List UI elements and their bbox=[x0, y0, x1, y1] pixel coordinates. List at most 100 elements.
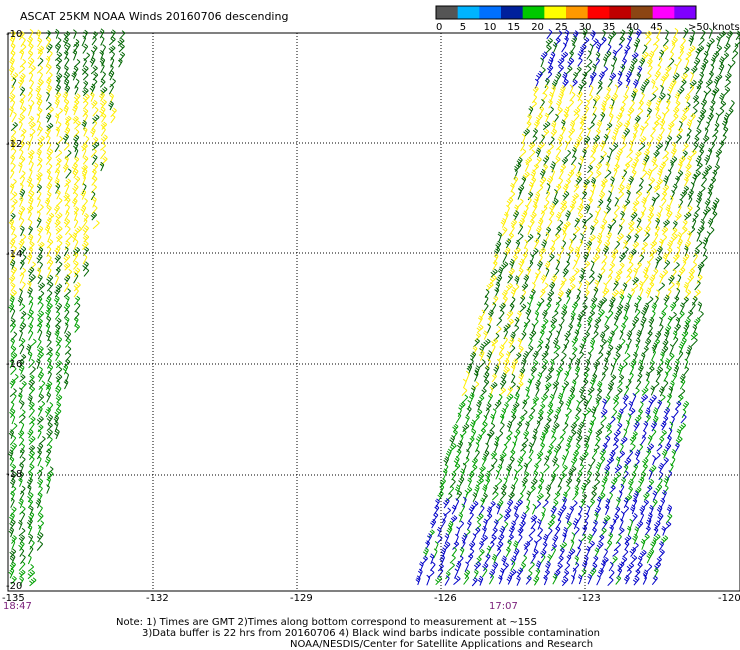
wind-barb bbox=[646, 107, 653, 118]
wind-barb bbox=[437, 490, 444, 501]
wind-barb bbox=[591, 485, 598, 494]
wind-barb bbox=[696, 231, 701, 242]
wind-barb bbox=[10, 122, 18, 131]
wind-barb bbox=[639, 211, 645, 221]
wind-barb bbox=[554, 526, 561, 537]
wind-barb bbox=[549, 281, 556, 292]
wind-barb bbox=[658, 462, 665, 473]
wind-barb bbox=[18, 65, 26, 74]
wind-barb bbox=[455, 490, 463, 501]
wind-barb bbox=[533, 575, 540, 586]
wind-barb bbox=[541, 428, 549, 438]
wind-barb bbox=[635, 486, 642, 496]
wind-barb bbox=[552, 463, 560, 473]
wind-barb bbox=[9, 34, 16, 46]
wind-barb bbox=[690, 337, 698, 347]
wind-barb bbox=[676, 170, 684, 180]
wind-barb bbox=[19, 93, 26, 103]
wind-barb bbox=[464, 561, 469, 573]
wind-barb bbox=[90, 49, 95, 61]
wind-barb bbox=[11, 373, 19, 383]
wind-barb bbox=[526, 196, 532, 208]
wind-barb bbox=[561, 51, 569, 60]
wind-barb bbox=[604, 93, 611, 103]
wind-barb bbox=[119, 30, 126, 40]
wind-barb bbox=[673, 295, 680, 305]
wind-barb bbox=[676, 238, 683, 249]
wind-barb bbox=[611, 253, 617, 264]
wind-barb bbox=[636, 217, 642, 228]
wind-barb bbox=[73, 156, 80, 166]
wind-barb bbox=[613, 163, 620, 172]
wind-barb bbox=[508, 491, 515, 501]
wind-barb bbox=[654, 561, 662, 572]
wind-barb bbox=[27, 43, 34, 53]
wind-barb bbox=[658, 92, 666, 103]
wind-barb bbox=[505, 546, 511, 558]
wind-barb bbox=[501, 336, 508, 347]
wind-barb bbox=[536, 415, 544, 425]
wind-barb bbox=[604, 469, 610, 480]
wind-barb bbox=[532, 128, 539, 138]
wind-barb bbox=[10, 365, 17, 375]
wind-barb bbox=[653, 150, 660, 159]
wind-barb bbox=[625, 183, 632, 193]
wind-barb bbox=[19, 448, 25, 459]
wind-barb bbox=[687, 84, 695, 95]
wind-barb bbox=[563, 370, 570, 382]
wind-barb bbox=[595, 170, 602, 179]
wind-barb bbox=[521, 133, 526, 144]
wind-barb bbox=[19, 322, 27, 333]
wind-barb bbox=[99, 78, 106, 88]
wind-barb bbox=[63, 78, 70, 89]
wind-barb bbox=[108, 100, 114, 111]
wind-barb bbox=[10, 463, 17, 473]
wind-barb bbox=[639, 92, 645, 104]
wind-barb bbox=[490, 268, 498, 278]
wind-barb bbox=[92, 106, 99, 117]
wind-barb bbox=[434, 541, 439, 551]
wind-barb bbox=[543, 455, 550, 466]
wind-barb bbox=[46, 84, 52, 95]
wind-barb bbox=[549, 475, 555, 487]
note-line-3: NOAA/NESDIS/Center for Satellite Applica… bbox=[290, 639, 593, 650]
wind-barb bbox=[491, 491, 499, 501]
wind-barb bbox=[65, 204, 70, 215]
wind-barb bbox=[547, 106, 554, 116]
wind-barb bbox=[540, 471, 544, 482]
wind-barb bbox=[45, 448, 52, 459]
wind-barb bbox=[530, 176, 537, 187]
wind-barb bbox=[568, 127, 576, 137]
wind-barb bbox=[561, 385, 566, 396]
wind-barb bbox=[639, 57, 646, 67]
wind-barb bbox=[657, 399, 663, 410]
wind-barb bbox=[499, 302, 506, 312]
wind-barb bbox=[26, 280, 32, 292]
wind-barb bbox=[610, 374, 617, 383]
wind-barb bbox=[687, 189, 694, 200]
wind-barb bbox=[601, 218, 608, 229]
wind-barb bbox=[575, 434, 583, 445]
wind-barb bbox=[701, 254, 708, 264]
wind-barb bbox=[572, 518, 579, 530]
wind-barb bbox=[64, 56, 70, 67]
wind-barb bbox=[511, 358, 519, 368]
wind-barb bbox=[583, 178, 590, 188]
wind-barb bbox=[503, 358, 510, 369]
wind-barb bbox=[645, 260, 651, 271]
wind-barb bbox=[637, 555, 643, 565]
wind-barb bbox=[562, 231, 567, 242]
wind-barb bbox=[536, 70, 543, 82]
wind-barb bbox=[614, 464, 623, 474]
wind-barb bbox=[542, 155, 550, 166]
wind-barb bbox=[483, 330, 488, 340]
wind-barb bbox=[702, 209, 708, 221]
wind-barb bbox=[660, 420, 667, 431]
wind-barb bbox=[63, 30, 71, 40]
wind-barb bbox=[478, 349, 485, 361]
wind-barb bbox=[65, 371, 70, 383]
wind-barb bbox=[528, 294, 534, 306]
wind-barb bbox=[91, 78, 98, 88]
wind-barb bbox=[583, 135, 591, 146]
wind-barb bbox=[611, 289, 619, 299]
